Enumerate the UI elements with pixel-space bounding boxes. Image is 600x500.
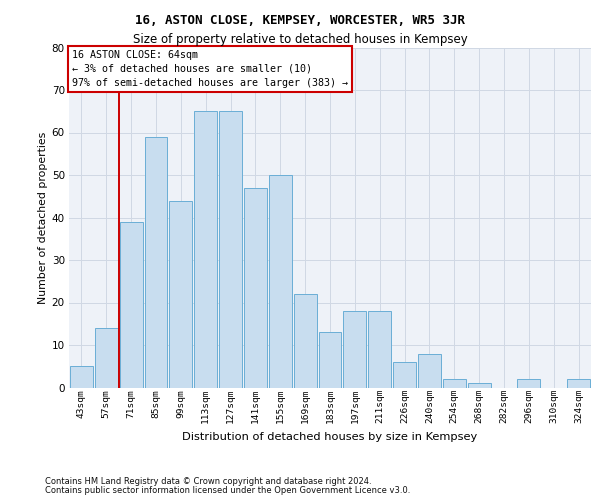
Bar <box>70 366 93 388</box>
Bar <box>517 379 540 388</box>
Bar <box>393 362 416 388</box>
Bar <box>319 332 341 388</box>
Bar <box>368 311 391 388</box>
Bar <box>244 188 267 388</box>
X-axis label: Distribution of detached houses by size in Kempsey: Distribution of detached houses by size … <box>182 432 478 442</box>
Bar <box>468 383 491 388</box>
Bar <box>169 200 192 388</box>
Text: 16, ASTON CLOSE, KEMPSEY, WORCESTER, WR5 3JR: 16, ASTON CLOSE, KEMPSEY, WORCESTER, WR5… <box>135 14 465 27</box>
Bar <box>120 222 143 388</box>
Bar <box>343 311 366 388</box>
Y-axis label: Number of detached properties: Number of detached properties <box>38 132 47 304</box>
Bar <box>95 328 118 388</box>
Text: 16 ASTON CLOSE: 64sqm
← 3% of detached houses are smaller (10)
97% of semi-detac: 16 ASTON CLOSE: 64sqm ← 3% of detached h… <box>72 50 348 88</box>
Bar <box>567 379 590 388</box>
Bar <box>418 354 441 388</box>
Bar <box>219 112 242 388</box>
Bar <box>269 175 292 388</box>
Bar <box>443 379 466 388</box>
Text: Contains HM Land Registry data © Crown copyright and database right 2024.: Contains HM Land Registry data © Crown c… <box>45 477 371 486</box>
Text: Contains public sector information licensed under the Open Government Licence v3: Contains public sector information licen… <box>45 486 410 495</box>
Bar <box>294 294 317 388</box>
Bar <box>194 112 217 388</box>
Text: Size of property relative to detached houses in Kempsey: Size of property relative to detached ho… <box>133 34 467 46</box>
Bar <box>145 136 167 388</box>
